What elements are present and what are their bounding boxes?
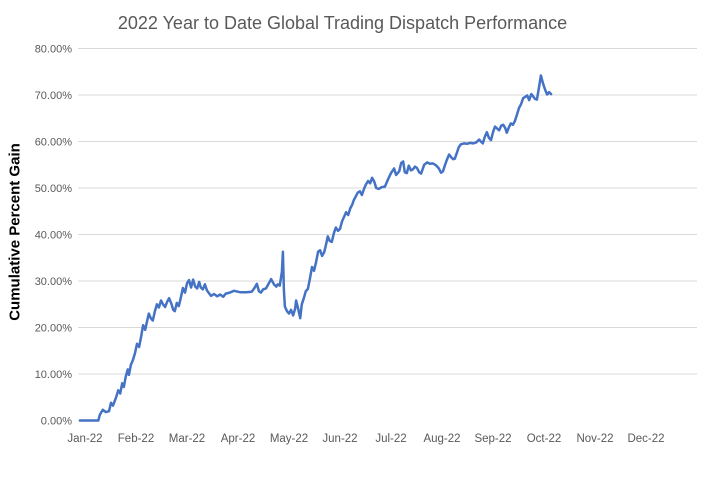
series-line [78, 74, 553, 422]
x-tick-label: Mar-22 [169, 433, 205, 445]
y-tick-label: 50.00% [35, 183, 73, 195]
y-tick-label: 40.00% [35, 230, 73, 242]
x-tick-label: Jul-22 [375, 433, 406, 445]
y-tick-label: 10.00% [35, 369, 73, 381]
x-tick-label: Sep-22 [474, 433, 511, 445]
y-tick-label: 30.00% [35, 276, 73, 288]
x-tick-label: Nov-22 [576, 433, 613, 445]
x-tick-label: May-22 [270, 433, 308, 445]
y-tick-label: 70.00% [35, 90, 73, 102]
y-tick-label: 0.00% [41, 416, 72, 428]
y-tick-label: 80.00% [35, 44, 73, 56]
x-tick-label: Feb-22 [118, 433, 154, 445]
x-tick-label: Aug-22 [423, 433, 460, 445]
y-tick-label: 60.00% [35, 137, 73, 149]
x-tick-label: Apr-22 [221, 433, 256, 445]
x-tick-label: Jun-22 [322, 433, 357, 445]
x-tick-label: Oct-22 [527, 433, 562, 445]
x-tick-label: Jan-22 [67, 433, 102, 445]
y-tick-label: 20.00% [35, 323, 73, 335]
chart-title: 2022 Year to Date Global Trading Dispatc… [117, 13, 568, 33]
x-tick-label: Dec-22 [627, 433, 664, 445]
